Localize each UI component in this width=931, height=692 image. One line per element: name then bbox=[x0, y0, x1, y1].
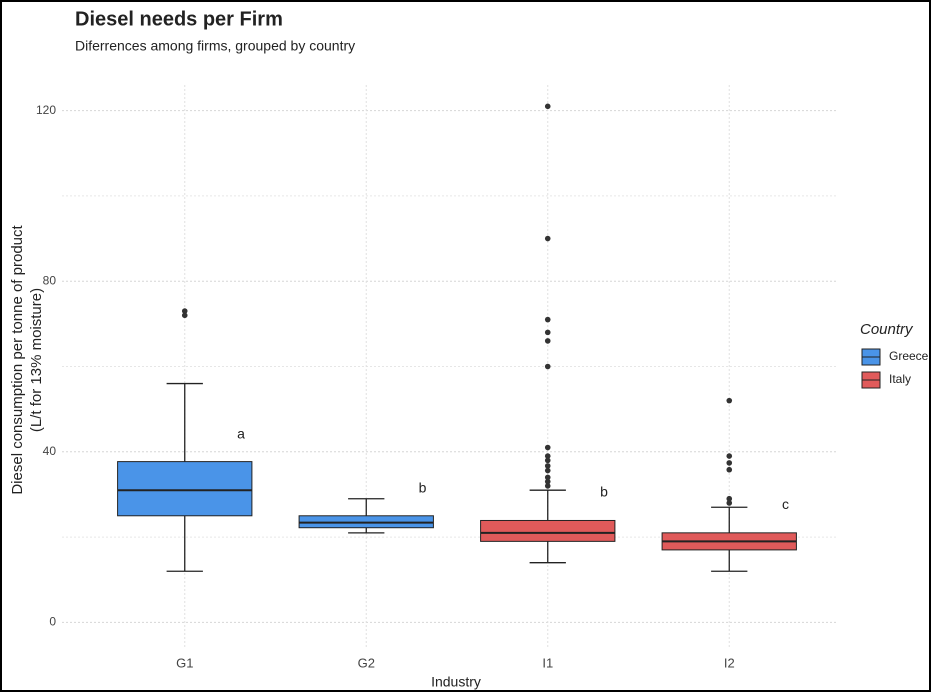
chart-title: Diesel needs per Firm bbox=[75, 8, 283, 30]
outlier bbox=[544, 478, 551, 485]
outlier bbox=[726, 495, 733, 502]
x-tick-label: I1 bbox=[542, 655, 553, 670]
outlier bbox=[544, 453, 551, 459]
y-axis-title: (L/t for 13% moisture) bbox=[28, 288, 45, 432]
outlier bbox=[544, 467, 551, 474]
outlier bbox=[544, 316, 551, 323]
box bbox=[117, 461, 253, 517]
chart-subtitle: Diferrences among firms, grouped by coun… bbox=[75, 38, 355, 54]
y-tick-label: 40 bbox=[43, 444, 57, 458]
outlier bbox=[544, 363, 551, 370]
legend-label: Italy bbox=[889, 372, 911, 386]
outlier bbox=[181, 312, 188, 319]
outlier bbox=[544, 457, 551, 464]
x-axis-title: Industry bbox=[431, 674, 481, 690]
outlier bbox=[544, 103, 551, 110]
outlier bbox=[181, 308, 188, 314]
outlier bbox=[726, 397, 733, 404]
outlier bbox=[544, 235, 551, 242]
x-tick-label: I2 bbox=[724, 655, 735, 670]
x-tick-label: G1 bbox=[176, 655, 193, 670]
outlier bbox=[544, 483, 551, 489]
outlier bbox=[726, 453, 733, 459]
outlier bbox=[726, 500, 733, 506]
outlier bbox=[544, 444, 551, 451]
outlier bbox=[544, 463, 551, 469]
outlier bbox=[544, 474, 551, 481]
annotation: b bbox=[419, 480, 427, 496]
y-axis-title: Diesel consumption per tonne of product bbox=[9, 225, 26, 495]
box bbox=[480, 519, 616, 542]
outlier bbox=[726, 466, 733, 473]
x-tick-label: G2 bbox=[358, 655, 375, 670]
annotation: b bbox=[600, 483, 608, 499]
annotation: a bbox=[237, 425, 245, 441]
annotation: c bbox=[782, 496, 789, 512]
outlier bbox=[544, 338, 551, 344]
y-tick-label: 120 bbox=[36, 103, 56, 117]
legend-title: Country bbox=[860, 321, 914, 338]
outlier bbox=[544, 329, 551, 336]
y-tick-label: 0 bbox=[49, 615, 56, 629]
y-tick-label: 80 bbox=[43, 273, 57, 287]
outlier bbox=[726, 460, 733, 466]
legend-label: Greece bbox=[889, 349, 929, 363]
